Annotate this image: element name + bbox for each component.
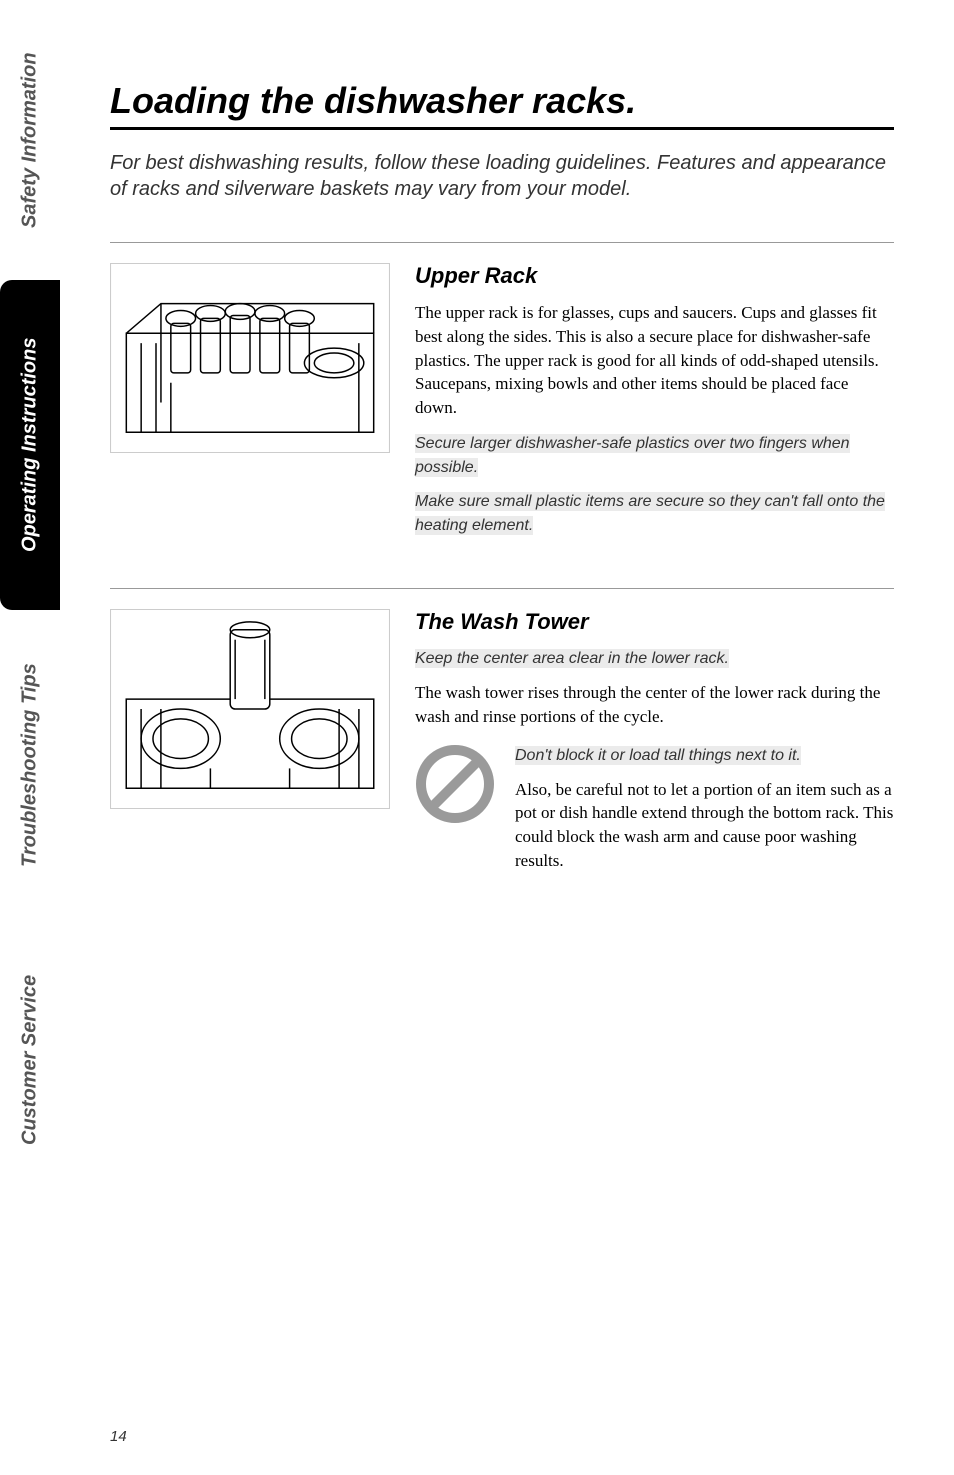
page-number: 14 bbox=[110, 1428, 127, 1445]
dishwasher-rack-loaded-icon bbox=[110, 263, 390, 453]
wash-tower-section: The Wash Tower Keep the center area clea… bbox=[110, 588, 894, 885]
wash-tower-text: The Wash Tower Keep the center area clea… bbox=[415, 609, 894, 885]
tab-safety-information[interactable]: Safety Information bbox=[0, 0, 60, 280]
wash-tower-heading: The Wash Tower bbox=[415, 609, 894, 635]
prohibit-icon bbox=[415, 744, 495, 824]
upper-rack-illustration bbox=[110, 263, 390, 548]
upper-rack-section: Upper Rack The upper rack is for glasses… bbox=[110, 242, 894, 548]
wash-tower-rack-icon bbox=[110, 609, 390, 809]
tab-operating-instructions[interactable]: Operating Instructions bbox=[0, 280, 60, 610]
wash-tower-illustration bbox=[110, 609, 390, 885]
tab-customer-service[interactable]: Customer Service bbox=[0, 920, 60, 1200]
intro-paragraph: For best dishwashing results, follow the… bbox=[110, 150, 894, 202]
wash-tower-top-note: Keep the center area clear in the lower … bbox=[415, 649, 729, 668]
prohibit-body: Also, be careful not to let a portion of… bbox=[515, 778, 894, 873]
wash-tower-body: The wash tower rises through the center … bbox=[415, 681, 894, 729]
tab-troubleshooting-tips[interactable]: Troubleshooting Tips bbox=[0, 610, 60, 920]
prohibit-row: Don't block it or load tall things next … bbox=[415, 744, 894, 885]
prohibit-note: Don't block it or load tall things next … bbox=[515, 746, 801, 765]
upper-rack-text: Upper Rack The upper rack is for glasses… bbox=[415, 263, 894, 548]
upper-rack-heading: Upper Rack bbox=[415, 263, 894, 289]
title-underline bbox=[110, 127, 894, 130]
page-content: Loading the dishwasher racks. For best d… bbox=[110, 0, 954, 885]
page-title: Loading the dishwasher racks. bbox=[110, 80, 894, 122]
upper-rack-body: The upper rack is for glasses, cups and … bbox=[415, 301, 894, 420]
side-tab-rail: Safety Information Operating Instruction… bbox=[0, 0, 60, 1400]
upper-rack-note-2: Make sure small plastic items are secure… bbox=[415, 492, 885, 535]
prohibit-text-block: Don't block it or load tall things next … bbox=[515, 744, 894, 885]
upper-rack-note-1: Secure larger dishwasher-safe plastics o… bbox=[415, 434, 850, 477]
